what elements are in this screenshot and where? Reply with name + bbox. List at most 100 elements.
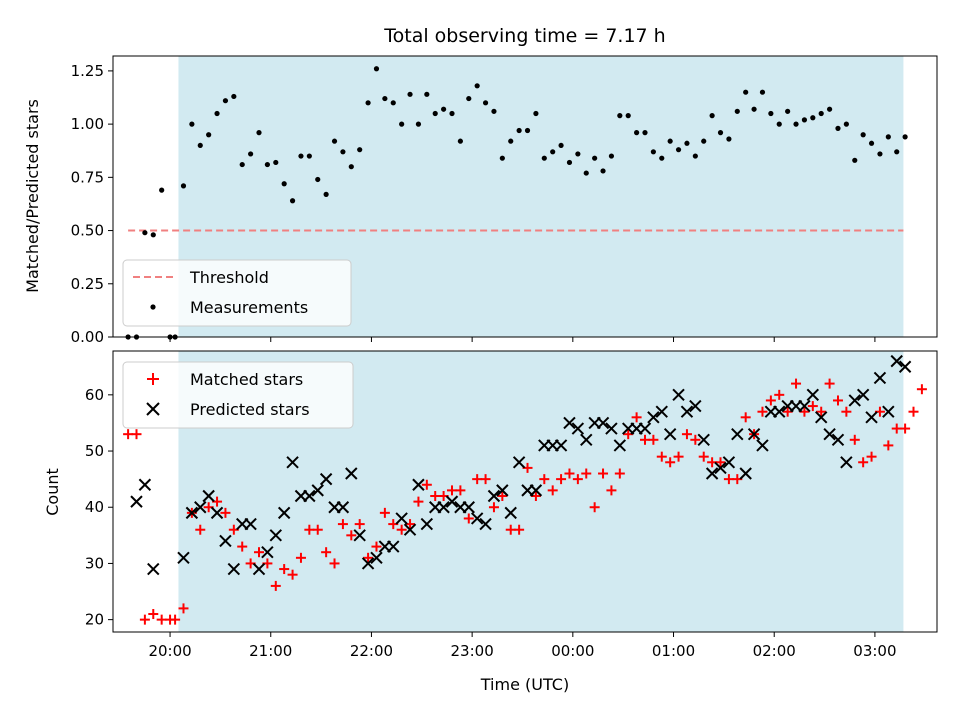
x-tick-label: 20:00 xyxy=(148,642,191,660)
matched-stars-point xyxy=(740,412,751,423)
measurement-point xyxy=(675,147,682,153)
matched-stars-point xyxy=(866,451,877,462)
predicted-stars-point xyxy=(655,405,668,418)
matched-stars-point xyxy=(816,406,827,417)
matched-stars-point xyxy=(156,614,167,625)
measurement-point xyxy=(785,108,791,114)
measurement-point xyxy=(382,95,388,102)
matched-stars-point xyxy=(539,474,550,485)
matched-stars-point xyxy=(824,378,835,389)
measurement-point xyxy=(256,130,262,136)
predicted-stars-point xyxy=(219,534,232,548)
predicted-stars-point xyxy=(680,405,694,418)
measurement-point xyxy=(768,110,774,117)
top-legend-box xyxy=(122,259,352,327)
matched-stars-point xyxy=(757,406,768,417)
measurement-point xyxy=(189,121,195,127)
measurement-point xyxy=(692,153,698,159)
predicted-stars-point xyxy=(210,506,224,520)
bottom-y-axis-label: Count xyxy=(43,468,62,516)
predicted-stars-point xyxy=(697,433,710,447)
predicted-stars-point xyxy=(731,427,744,441)
bottom-y-tick-label: 30 xyxy=(85,554,104,572)
measurement-point xyxy=(634,130,640,136)
measurement-point xyxy=(659,155,665,161)
measurement-point xyxy=(407,91,413,97)
matched-stars-point xyxy=(514,524,525,535)
predicted-stars-point xyxy=(856,388,870,402)
x-axis-label: Time (UTC) xyxy=(480,675,569,694)
matched-stars-point xyxy=(170,614,181,625)
predicted-stars-point xyxy=(185,506,199,520)
matched-stars-point xyxy=(304,524,315,535)
matched-stars-point xyxy=(916,384,927,395)
x-tick-label: 22:00 xyxy=(350,642,393,660)
matched-stars-point xyxy=(148,609,159,620)
predicted-stars-point xyxy=(311,484,324,497)
matched-stars-point xyxy=(832,395,843,406)
measurement-point xyxy=(667,138,673,144)
measurement-point xyxy=(776,121,782,127)
predicted-stars-point xyxy=(395,512,408,525)
measurement-point xyxy=(357,147,363,153)
measurement-point xyxy=(390,100,396,106)
matched-stars-point xyxy=(858,457,869,468)
predicted-stars-point xyxy=(286,456,299,469)
measurement-point xyxy=(306,153,312,159)
measurement-point xyxy=(818,110,824,117)
measurement-point xyxy=(852,157,858,163)
matched-stars-point xyxy=(178,603,189,614)
legend-matched-swatch xyxy=(147,373,159,385)
matched-stars-point xyxy=(396,524,407,535)
predicted-stars-point xyxy=(563,416,576,430)
predicted-stars-point xyxy=(403,523,417,536)
predicted-stars-point xyxy=(420,517,434,531)
measurement-point xyxy=(365,100,371,106)
measurement-point xyxy=(533,110,539,117)
measurement-point xyxy=(575,151,581,157)
predicted-stars-point xyxy=(705,467,719,480)
measurement-point xyxy=(264,161,270,168)
predicted-stars-point xyxy=(613,439,627,452)
measurement-point xyxy=(248,151,254,157)
measurement-point xyxy=(474,83,480,89)
measurement-point xyxy=(499,155,505,161)
matched-stars-point xyxy=(656,451,667,462)
predicted-stars-point xyxy=(147,562,160,576)
matched-stars-point xyxy=(346,530,357,541)
x-tick-label: 02:00 xyxy=(753,642,796,660)
measurement-point xyxy=(826,106,833,112)
predicted-stars-point xyxy=(689,399,702,413)
predicted-stars-point xyxy=(873,371,887,385)
measurement-point xyxy=(835,125,841,131)
measurement-point xyxy=(323,191,329,197)
matched-stars-point xyxy=(665,457,676,468)
measurement-point xyxy=(793,121,799,127)
matched-stars-point xyxy=(841,406,852,417)
predicted-stars-point xyxy=(714,461,727,475)
matched-stars-point xyxy=(270,580,281,591)
matched-stars-point xyxy=(547,485,558,496)
bottom-legend-box xyxy=(122,361,354,429)
predicted-stars-point xyxy=(462,501,475,514)
measurement-point xyxy=(524,127,531,134)
matched-stars-point xyxy=(430,490,441,501)
predicted-stars-point xyxy=(898,360,912,373)
measurement-point xyxy=(843,121,849,127)
predicted-stars-point xyxy=(773,405,786,418)
measurement-point xyxy=(701,138,707,144)
measurement-point xyxy=(508,138,514,144)
matched-stars-point xyxy=(572,474,583,485)
matched-stars-point xyxy=(631,412,642,423)
measurement-point xyxy=(541,155,547,161)
matched-stars-point xyxy=(254,547,265,558)
top-legend: Threshold Measurements xyxy=(122,259,352,327)
matched-stars-point xyxy=(195,524,206,535)
predicted-stars-point xyxy=(529,484,543,497)
measurement-point xyxy=(810,115,816,121)
bottom-y-tick-label: 40 xyxy=(85,498,104,516)
x-tick-label: 00:00 xyxy=(551,642,594,660)
measurement-point xyxy=(150,232,156,238)
measurement-point xyxy=(642,130,648,136)
